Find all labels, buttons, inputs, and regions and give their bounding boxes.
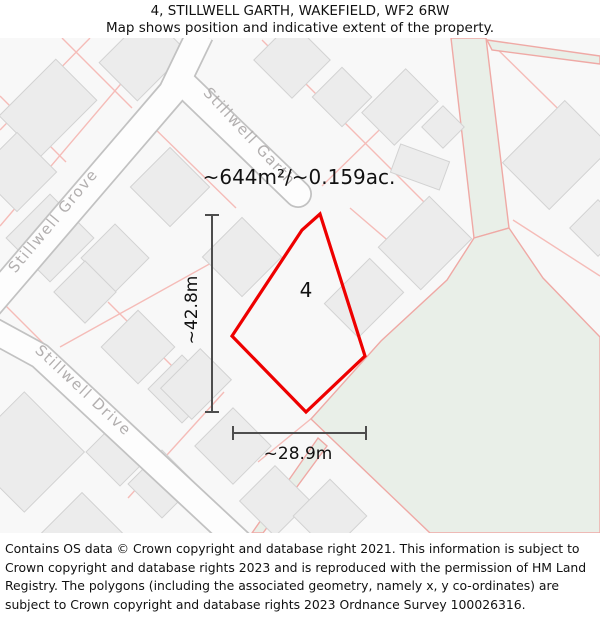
road-stillwell-grove: [0, 38, 212, 312]
property-map: Stillwell Grove Stillwell Garth Stillwel…: [0, 38, 600, 533]
page-subtitle: Map shows position and indicative extent…: [105, 20, 495, 36]
width-dimension-label: ~28.9m: [264, 444, 333, 464]
height-dimension-label: ~42.8m: [182, 276, 202, 345]
road-stillwell-drive: [0, 320, 248, 533]
road-stillwell-garth: [171, 71, 311, 207]
green-sliver-top: [485, 39, 600, 65]
green-field: [310, 227, 600, 533]
property-boundary: [229, 211, 367, 415]
header: 4, STILLWELL GARTH, WAKEFIELD, WF2 6RW M…: [0, 0, 600, 38]
roads: [0, 38, 312, 533]
map-container: Stillwell Grove Stillwell Garth Stillwel…: [0, 38, 600, 533]
area-label: ~644m²/~0.159ac.: [203, 165, 396, 189]
property-number-label: 4: [300, 278, 313, 302]
page-title: 4, STILLWELL GARTH, WAKEFIELD, WF2 6RW: [150, 3, 450, 19]
dimension-lines: [205, 214, 367, 440]
attribution-text: Contains OS data © Crown copyright and d…: [5, 541, 587, 612]
attribution-footer: Contains OS data © Crown copyright and d…: [0, 533, 600, 615]
